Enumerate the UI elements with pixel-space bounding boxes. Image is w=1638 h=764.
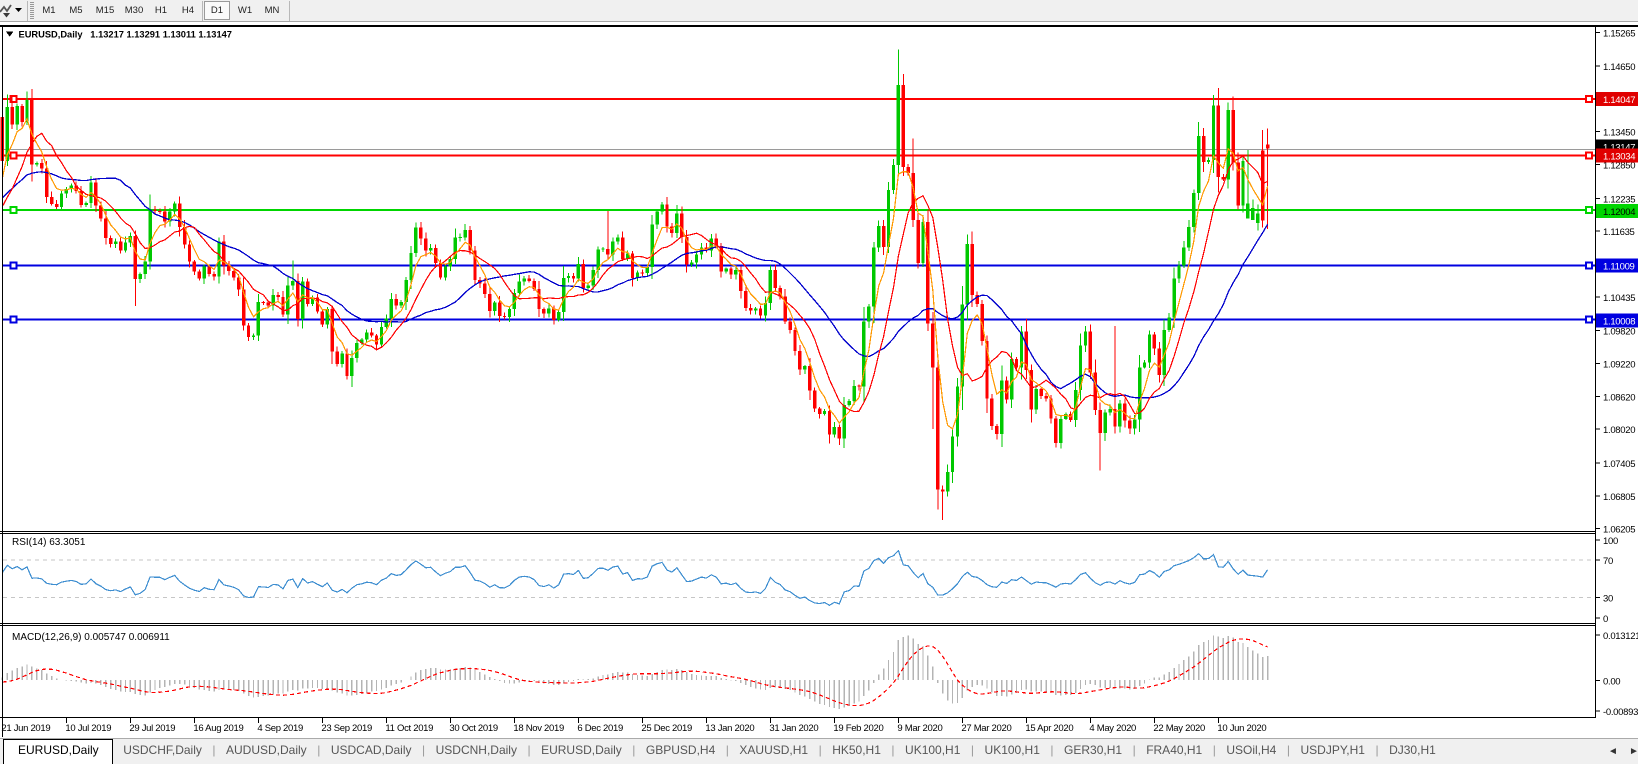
svg-text:1.11635: 1.11635 (1603, 227, 1635, 238)
svg-text:1.10008: 1.10008 (1603, 316, 1635, 327)
svg-text:1.11009: 1.11009 (1603, 262, 1635, 273)
svg-text:1.12235: 1.12235 (1603, 194, 1635, 205)
svg-text:27 Mar 2020: 27 Mar 2020 (961, 723, 1011, 734)
svg-text:10 Jul 2019: 10 Jul 2019 (65, 723, 111, 734)
svg-text:16 Aug 2019: 16 Aug 2019 (193, 723, 243, 734)
svg-text:1.15265: 1.15265 (1603, 28, 1635, 39)
svg-text:6 Dec 2019: 6 Dec 2019 (577, 723, 623, 734)
svg-text:18 Nov 2019: 18 Nov 2019 (513, 723, 564, 734)
svg-text:19 Feb 2020: 19 Feb 2020 (833, 723, 883, 734)
svg-text:RSI(14) 63.3051: RSI(14) 63.3051 (12, 537, 86, 548)
svg-text:21 Jun 2019: 21 Jun 2019 (1, 723, 50, 734)
svg-text:30 Oct 2019: 30 Oct 2019 (449, 723, 497, 734)
svg-text:EURUSD,Daily 1.13217 1.13291: EURUSD,Daily 1.13217 1.13291 1.13011 1.1… (19, 30, 232, 40)
svg-text:1.10435: 1.10435 (1603, 293, 1635, 304)
svg-text:25 Dec 2019: 25 Dec 2019 (641, 723, 692, 734)
svg-text:11 Oct 2019: 11 Oct 2019 (385, 723, 433, 734)
svg-text:1.06205: 1.06205 (1603, 525, 1635, 536)
svg-text:1.08020: 1.08020 (1603, 425, 1635, 436)
svg-text:1.14047: 1.14047 (1603, 95, 1635, 106)
svg-text:22 May 2020: 22 May 2020 (1153, 723, 1205, 734)
svg-text:0.013121: 0.013121 (1603, 631, 1638, 642)
svg-text:4 Sep 2019: 4 Sep 2019 (257, 723, 303, 734)
svg-text:1.14650: 1.14650 (1603, 62, 1635, 73)
svg-text:1.13147: 1.13147 (1603, 142, 1635, 153)
svg-text:1.09220: 1.09220 (1603, 360, 1635, 371)
svg-text:MACD(12,26,9) 0.005747 0.00691: MACD(12,26,9) 0.005747 0.006911 (12, 632, 170, 643)
svg-text:23 Sep 2019: 23 Sep 2019 (321, 723, 372, 734)
svg-text:1.12004: 1.12004 (1603, 207, 1635, 218)
svg-text:1.08620: 1.08620 (1603, 392, 1635, 403)
svg-text:70: 70 (1603, 556, 1613, 567)
svg-text:0: 0 (1603, 614, 1608, 625)
svg-text:1.06805: 1.06805 (1603, 492, 1635, 503)
svg-text:100: 100 (1603, 536, 1618, 547)
svg-text:1.12850: 1.12850 (1603, 161, 1635, 172)
svg-text:29 Jul 2019: 29 Jul 2019 (129, 723, 175, 734)
svg-text:15 Apr 2020: 15 Apr 2020 (1025, 723, 1073, 734)
svg-text:1.13450: 1.13450 (1603, 128, 1635, 139)
svg-text:10 Jun 2020: 10 Jun 2020 (1217, 723, 1266, 734)
svg-text:13 Jan 2020: 13 Jan 2020 (705, 723, 754, 734)
svg-text:1.09820: 1.09820 (1603, 327, 1635, 338)
svg-text:30: 30 (1603, 594, 1613, 605)
svg-text:1.13034: 1.13034 (1603, 152, 1635, 163)
svg-text:-0.008933: -0.008933 (1603, 707, 1638, 718)
svg-text:4 May 2020: 4 May 2020 (1089, 723, 1136, 734)
svg-text:9 Mar 2020: 9 Mar 2020 (897, 723, 942, 734)
svg-text:1.07405: 1.07405 (1603, 459, 1635, 470)
svg-text:0.00: 0.00 (1603, 677, 1620, 688)
svg-text:31 Jan 2020: 31 Jan 2020 (769, 723, 818, 734)
